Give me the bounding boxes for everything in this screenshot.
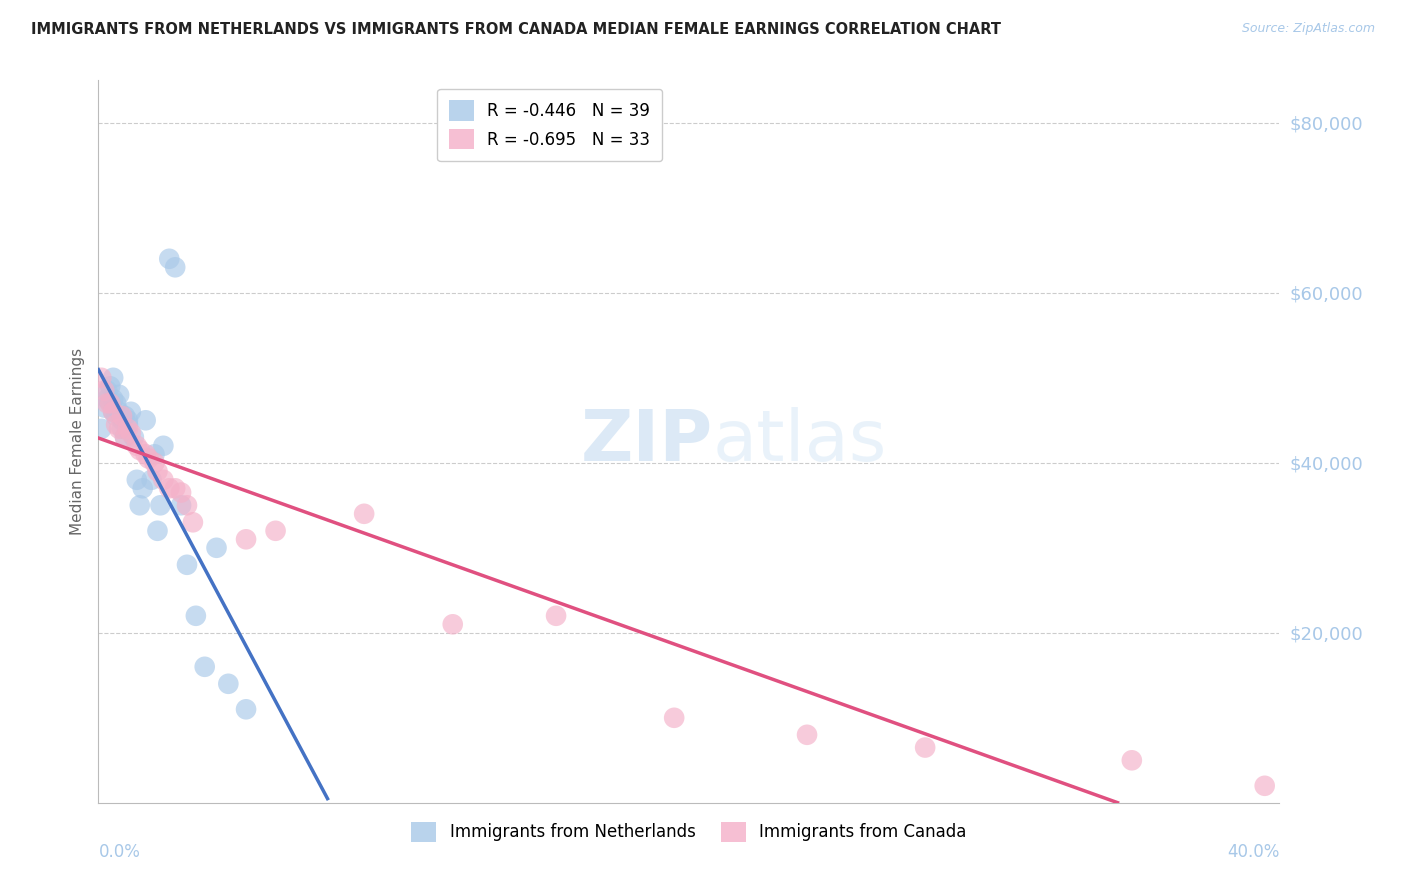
Point xyxy=(176,558,198,572)
Point xyxy=(117,422,139,436)
Point xyxy=(103,405,125,419)
Point xyxy=(103,405,125,419)
Point xyxy=(205,541,228,555)
Point xyxy=(103,371,125,385)
Point xyxy=(1121,753,1143,767)
Point xyxy=(128,498,150,512)
Point xyxy=(90,422,112,436)
Text: IMMIGRANTS FROM NETHERLANDS VS IMMIGRANTS FROM CANADA MEDIAN FEMALE EARNINGS COR: IMMIGRANTS FROM NETHERLANDS VS IMMIGRANT… xyxy=(31,22,1001,37)
Point xyxy=(664,711,686,725)
Point xyxy=(1254,779,1277,793)
Text: atlas: atlas xyxy=(713,407,887,476)
Point xyxy=(796,728,818,742)
Point xyxy=(114,409,136,423)
Point xyxy=(170,498,193,512)
Legend: Immigrants from Netherlands, Immigrants from Canada: Immigrants from Netherlands, Immigrants … xyxy=(405,815,973,848)
Text: 40.0%: 40.0% xyxy=(1227,843,1279,861)
Text: Source: ZipAtlas.com: Source: ZipAtlas.com xyxy=(1241,22,1375,36)
Point xyxy=(105,417,128,432)
Point xyxy=(143,456,166,470)
Point xyxy=(157,481,180,495)
Point xyxy=(105,409,128,423)
Point xyxy=(98,396,121,410)
Point xyxy=(152,439,174,453)
Point xyxy=(98,379,121,393)
Point xyxy=(143,447,166,461)
Point xyxy=(125,439,148,453)
Point xyxy=(194,660,217,674)
Point xyxy=(96,392,118,406)
Point xyxy=(128,443,150,458)
Point xyxy=(235,533,257,547)
Y-axis label: Median Female Earnings: Median Female Earnings xyxy=(69,348,84,535)
Point xyxy=(111,409,134,423)
Point xyxy=(132,481,155,495)
Point xyxy=(181,516,204,530)
Point xyxy=(135,413,157,427)
Point xyxy=(176,498,198,512)
Point xyxy=(117,413,139,427)
Point xyxy=(165,260,187,275)
Point xyxy=(914,740,936,755)
Point xyxy=(441,617,464,632)
Point xyxy=(546,608,568,623)
Point xyxy=(108,405,131,419)
Point xyxy=(114,430,136,444)
Point xyxy=(235,702,257,716)
Point xyxy=(135,447,157,461)
Point xyxy=(114,430,136,444)
Point xyxy=(108,422,131,436)
Point xyxy=(111,422,134,436)
Point xyxy=(90,371,112,385)
Point xyxy=(98,396,121,410)
Point xyxy=(120,425,142,440)
Point xyxy=(138,451,160,466)
Point xyxy=(96,396,118,410)
Point xyxy=(152,473,174,487)
Point xyxy=(96,384,118,398)
Point xyxy=(120,405,142,419)
Point xyxy=(146,464,169,478)
Point xyxy=(93,384,115,398)
Point xyxy=(146,524,169,538)
Point xyxy=(111,413,134,427)
Point xyxy=(170,485,193,500)
Point xyxy=(117,417,139,432)
Point xyxy=(141,473,163,487)
Point xyxy=(103,392,125,406)
Text: 0.0%: 0.0% xyxy=(98,843,141,861)
Point xyxy=(105,396,128,410)
Point xyxy=(122,430,145,444)
Point xyxy=(184,608,207,623)
Point xyxy=(125,473,148,487)
Point xyxy=(165,481,187,495)
Point xyxy=(108,388,131,402)
Point xyxy=(217,677,239,691)
Point xyxy=(149,498,172,512)
Point xyxy=(353,507,375,521)
Text: ZIP: ZIP xyxy=(581,407,713,476)
Point xyxy=(93,401,115,415)
Point xyxy=(157,252,180,266)
Point xyxy=(264,524,287,538)
